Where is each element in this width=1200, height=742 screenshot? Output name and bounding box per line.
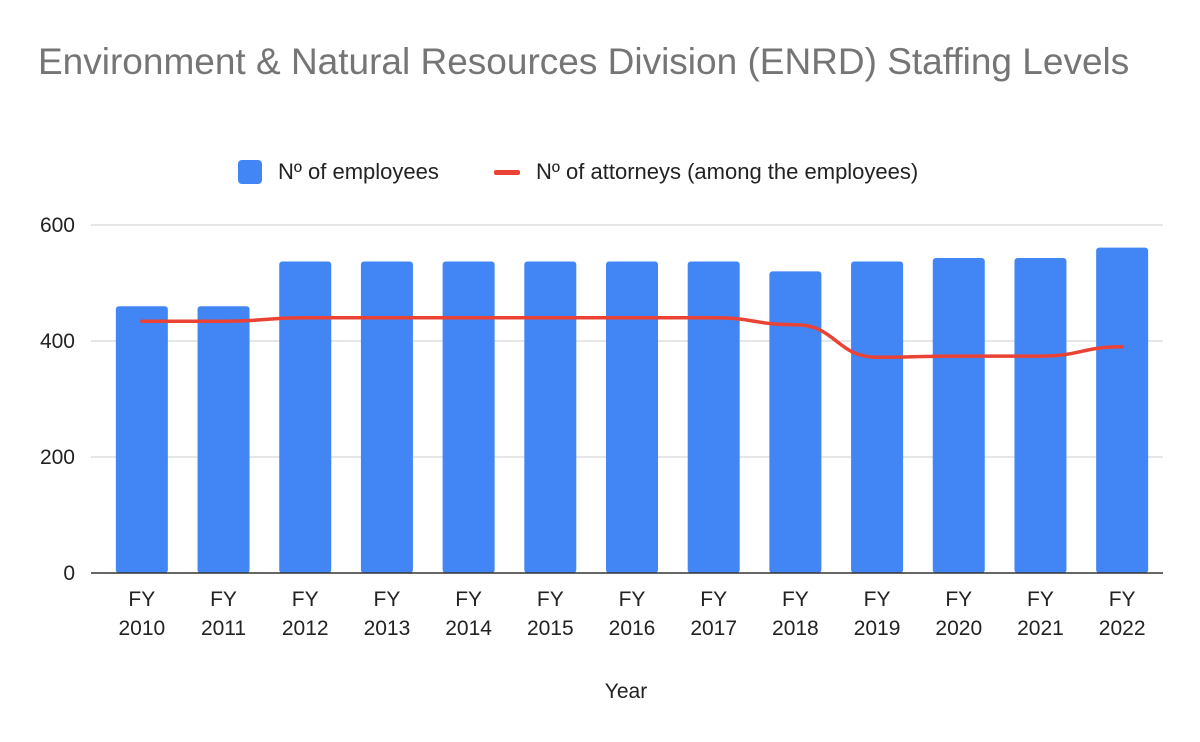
bar-employees <box>606 261 658 573</box>
bar-employees <box>851 261 904 573</box>
x-tick-label: FY 2021 <box>1017 588 1064 640</box>
chart-legend: Nº of employees Nº of attorneys (among t… <box>0 156 1200 188</box>
x-axis-label: Year <box>605 680 647 703</box>
legend-item-employees: Nº of employees <box>238 156 439 188</box>
x-tick-label: FY 2013 <box>364 588 411 640</box>
legend-label-attorneys: Nº of attorneys (among the employees) <box>536 159 919 184</box>
x-tick-label: FY 2012 <box>282 588 329 640</box>
bar-employees <box>524 261 577 573</box>
bar-employees <box>1014 258 1067 573</box>
chart-title: Environment & Natural Resources Division… <box>38 41 1130 82</box>
bar-employees <box>687 261 740 573</box>
x-tick-label: FY 2018 <box>772 588 819 640</box>
legend-swatch-employees <box>238 160 262 184</box>
y-tick-label: 200 <box>40 446 75 469</box>
x-tick-label: FY 2016 <box>609 588 656 640</box>
bar-employees <box>360 261 413 573</box>
bar-employees <box>932 258 985 573</box>
legend-label-employees: Nº of employees <box>278 159 439 184</box>
y-tick-label: 0 <box>63 562 75 585</box>
bar-employees <box>769 271 822 573</box>
legend-item-attorneys: Nº of attorneys (among the employees) <box>494 156 918 188</box>
y-tick-label: 400 <box>40 330 75 353</box>
x-tick-label: FY 2020 <box>935 588 982 640</box>
x-tick-label: FY 2015 <box>527 588 574 640</box>
bar-employees <box>442 261 495 573</box>
bar-employees <box>279 261 332 573</box>
y-tick-label: 600 <box>40 214 75 237</box>
x-tick-label: FY 2022 <box>1099 588 1146 640</box>
x-tick-label: FY 2019 <box>854 588 901 640</box>
x-tick-label: FY 2011 <box>201 588 246 640</box>
x-tick-label: FY 2010 <box>118 588 165 640</box>
x-tick-label: FY 2017 <box>690 588 737 640</box>
legend-swatch-attorneys <box>494 169 520 175</box>
bar-employees <box>115 306 168 573</box>
line-attorneys <box>140 316 1124 359</box>
bar-employees <box>197 306 250 573</box>
x-tick-label: FY 2014 <box>445 588 492 640</box>
bar-employees <box>1096 247 1149 573</box>
